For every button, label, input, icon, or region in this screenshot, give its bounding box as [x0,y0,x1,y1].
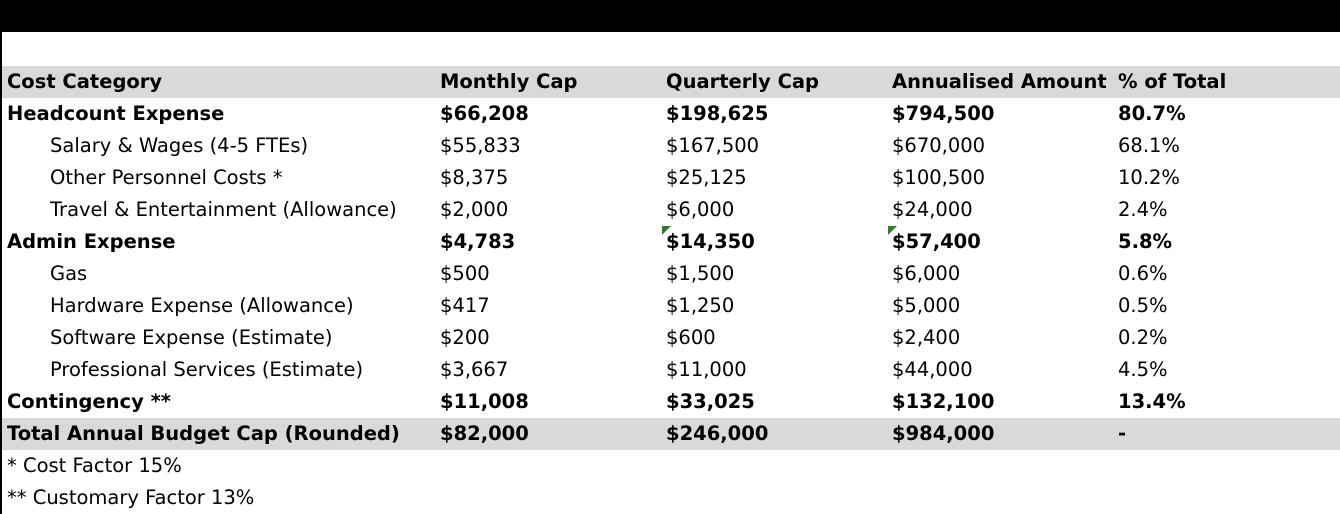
monthly-cell[interactable]: $3,667 [440,358,509,381]
quarterly-cell[interactable]: $25,125 [666,166,747,189]
annual-cell[interactable]: $44,000 [892,358,973,381]
table-row-gas: Gas $500 $1,500 $6,000 0.6% [2,258,1340,290]
monthly-cell[interactable]: $4,783 [440,230,516,253]
category-cell[interactable]: Total Annual Budget Cap (Rounded) [7,422,400,445]
category-cell[interactable]: Headcount Expense [7,102,225,125]
category-cell[interactable]: Hardware Expense (Allowance) [50,294,354,317]
comment-marker-icon[interactable] [888,226,897,235]
quarterly-cell[interactable]: $1,250 [666,294,735,317]
annual-cell[interactable]: $2,400 [892,326,961,349]
quarterly-cell[interactable]: $6,000 [666,198,735,221]
monthly-cell[interactable]: $55,833 [440,134,521,157]
pct-cell[interactable]: 0.2% [1118,326,1168,349]
annual-cell[interactable]: $670,000 [892,134,986,157]
comment-marker-icon[interactable] [662,226,671,235]
footnote-customary-factor[interactable]: ** Customary Factor 13% [7,486,255,509]
annual-cell[interactable]: $984,000 [892,422,995,445]
category-cell[interactable]: Software Expense (Estimate) [50,326,333,349]
monthly-cell[interactable]: $417 [440,294,490,317]
annual-cell[interactable]: $57,400 [892,230,981,253]
quarterly-cell[interactable]: $33,025 [666,390,755,413]
header-quarterly-cap[interactable]: Quarterly Cap [666,70,820,93]
annual-cell[interactable]: $100,500 [892,166,986,189]
annual-cell[interactable]: $794,500 [892,102,995,125]
table-row-travel-entertainment: Travel & Entertainment (Allowance) $2,00… [2,194,1340,226]
pct-cell[interactable]: 0.5% [1118,294,1168,317]
header-annualised-amount[interactable]: Annualised Amount [892,70,1107,93]
table-header-row: Cost Category Monthly Cap Quarterly Cap … [2,66,1340,98]
quarterly-cell[interactable]: $14,350 [666,230,755,253]
table-row-software-expense: Software Expense (Estimate) $200 $600 $2… [2,322,1340,354]
monthly-cell[interactable]: $500 [440,262,490,285]
table-row-total: Total Annual Budget Cap (Rounded) $82,00… [2,418,1340,450]
quarterly-cell[interactable]: $600 [666,326,716,349]
category-cell[interactable]: Gas [50,262,88,285]
pct-cell[interactable]: 13.4% [1118,390,1186,413]
monthly-cell[interactable]: $11,008 [440,390,529,413]
annual-cell[interactable]: $132,100 [892,390,995,413]
header-pct-of-total[interactable]: % of Total [1118,70,1227,93]
pct-cell[interactable]: 5.8% [1118,230,1173,253]
pct-cell[interactable]: 2.4% [1118,198,1168,221]
table-row-salary-wages: Salary & Wages (4-5 FTEs) $55,833 $167,5… [2,130,1340,162]
left-border [0,32,2,514]
quarterly-cell[interactable]: $198,625 [666,102,769,125]
category-cell[interactable]: Professional Services (Estimate) [50,358,364,381]
monthly-cell[interactable]: $66,208 [440,102,529,125]
pct-cell[interactable]: 10.2% [1118,166,1180,189]
pct-cell[interactable]: 80.7% [1118,102,1186,125]
pct-cell[interactable]: - [1118,422,1127,445]
category-cell[interactable]: Other Personnel Costs * [50,166,283,189]
monthly-cell[interactable]: $8,375 [440,166,509,189]
category-cell[interactable]: Contingency ** [7,390,171,413]
category-cell[interactable]: Admin Expense [7,230,176,253]
category-cell[interactable]: Travel & Entertainment (Allowance) [50,198,397,221]
table-row-hardware-expense: Hardware Expense (Allowance) $417 $1,250… [2,290,1340,322]
annual-cell[interactable]: $6,000 [892,262,961,285]
pct-cell[interactable]: 4.5% [1118,358,1168,381]
quarterly-cell[interactable]: $167,500 [666,134,760,157]
monthly-cell[interactable]: $2,000 [440,198,509,221]
footnote-cost-factor[interactable]: * Cost Factor 15% [7,454,182,477]
header-monthly-cap[interactable]: Monthly Cap [440,70,578,93]
annual-cell[interactable]: $5,000 [892,294,961,317]
table-row-contingency: Contingency ** $11,008 $33,025 $132,100 … [2,386,1340,418]
monthly-cell[interactable]: $82,000 [440,422,529,445]
category-cell[interactable]: Salary & Wages (4-5 FTEs) [50,134,309,157]
table-row-professional-services: Professional Services (Estimate) $3,667 … [2,354,1340,386]
pct-cell[interactable]: 0.6% [1118,262,1168,285]
table-row-headcount-expense: Headcount Expense $66,208 $198,625 $794,… [2,98,1340,130]
header-cost-category[interactable]: Cost Category [7,70,163,93]
quarterly-cell[interactable]: $246,000 [666,422,769,445]
table-row-admin-expense: Admin Expense $4,783 $14,350 $57,400 5.8… [2,226,1340,258]
monthly-cell[interactable]: $200 [440,326,490,349]
pct-cell[interactable]: 68.1% [1118,134,1180,157]
quarterly-cell[interactable]: $11,000 [666,358,747,381]
black-title-bar [0,0,1340,32]
table-row-other-personnel: Other Personnel Costs * $8,375 $25,125 $… [2,162,1340,194]
annual-cell[interactable]: $24,000 [892,198,973,221]
quarterly-cell[interactable]: $1,500 [666,262,735,285]
